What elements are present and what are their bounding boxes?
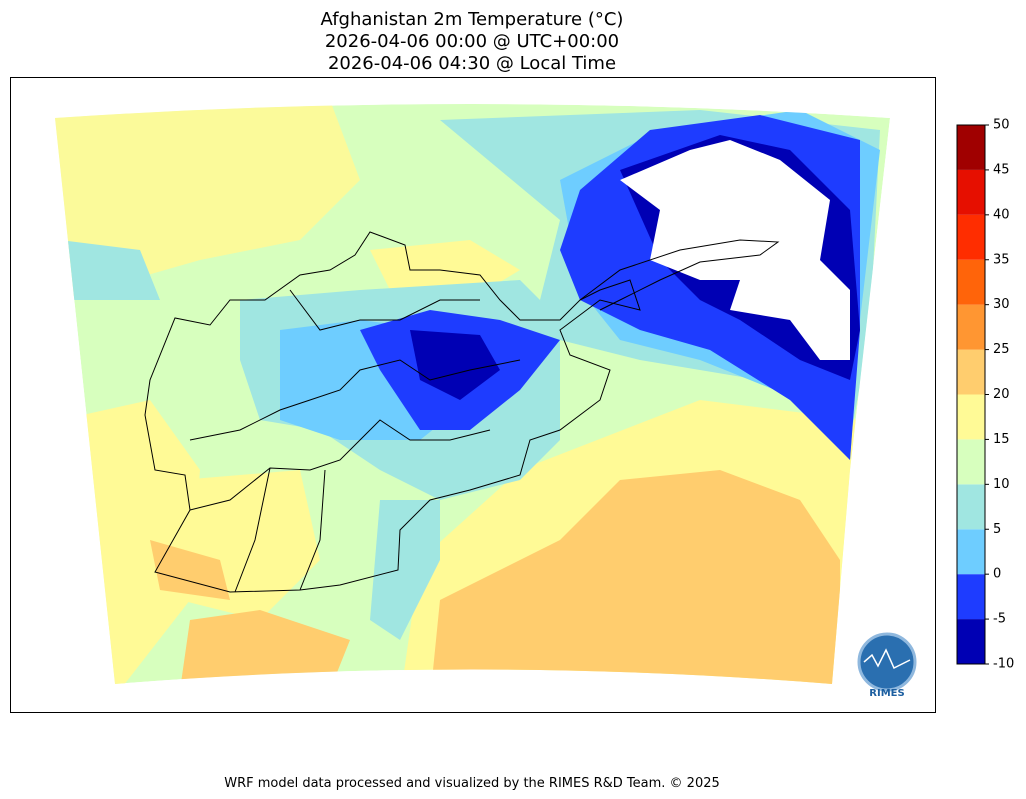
colorbar-tick-label: 45: [993, 162, 1010, 177]
footer: WRF model data processed and visualized …: [224, 776, 720, 791]
colorbar-tick-label: 0: [993, 567, 1001, 582]
colorbar-segment: [957, 349, 985, 395]
colorbar-tick-label: 25: [993, 342, 1010, 357]
logo: RIMES: [857, 632, 917, 699]
colorbar-segment: [957, 214, 985, 260]
colorbar-segment: [957, 574, 985, 620]
colorbar-segment: [957, 439, 985, 485]
colorbar-tick-label: 50: [993, 118, 1010, 133]
colorbar-tick-label: 5: [993, 522, 1001, 537]
colorbar-tick-label: 35: [993, 252, 1010, 267]
colorbar-tick-label: 10: [993, 477, 1010, 492]
colorbar-segment: [957, 259, 985, 305]
colorbar-segment: [957, 619, 985, 664]
colorbar-segment: [957, 304, 985, 350]
colorbar-tick-label: 30: [993, 297, 1010, 312]
colorbar-segment: [957, 125, 985, 170]
title-line: 2026-04-06 04:30 @ Local Time: [328, 53, 616, 74]
colorbar-tick-label: 40: [993, 207, 1010, 222]
title-line: 2026-04-06 00:00 @ UTC+00:00: [325, 31, 619, 52]
colorbar-tick-label: 15: [993, 432, 1010, 447]
colorbar-tick-label: 20: [993, 387, 1010, 402]
title-line: Afghanistan 2m Temperature (°C): [321, 9, 624, 30]
colorbar-segment: [957, 169, 985, 215]
colorbar-segment: [957, 529, 985, 575]
country-borders: [144, 231, 780, 593]
logo-text: RIMES: [869, 688, 904, 699]
colorbar-tick-label: -10: [993, 657, 1014, 672]
temperature-field: [55, 104, 890, 684]
colorbar-segment: [957, 394, 985, 440]
colorbar-tick-label: -5: [993, 612, 1006, 627]
colorbar-segment: [957, 484, 985, 530]
